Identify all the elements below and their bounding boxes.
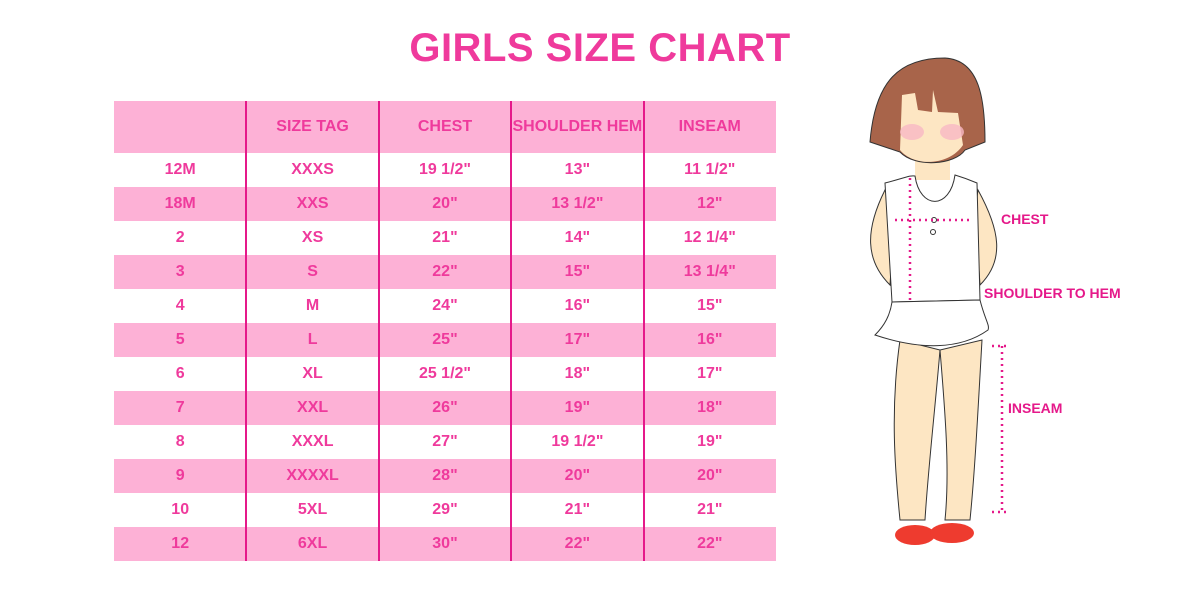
column-header: CHEST	[417, 118, 473, 135]
table-row: 18M XXS 20" 13 1/2" 12"	[114, 187, 776, 221]
table-cell: 5XL	[297, 501, 328, 518]
table-cell: 20"	[697, 467, 723, 484]
table-cell: 11 1/2"	[684, 161, 736, 178]
table-row: 12 6XL 30" 22" 22"	[114, 527, 776, 561]
table-cell: 20"	[432, 195, 458, 212]
table-cell: 12M	[164, 161, 196, 178]
table-row: 10 5XL 29" 21" 21"	[114, 493, 776, 527]
table-cell: L	[307, 331, 318, 348]
table-cell: 3	[175, 263, 185, 280]
page-title: GIRLS SIZE CHART	[409, 26, 791, 70]
table-cell: 21"	[697, 501, 723, 518]
table-cell: 25 1/2"	[418, 365, 472, 382]
column-header: SIZE TAG	[276, 118, 349, 135]
table-cell: 14"	[564, 229, 591, 246]
table-cell: 24"	[432, 297, 458, 314]
table-cell: 10	[171, 501, 190, 518]
table-cell: 27"	[432, 433, 458, 450]
table-cell: 16"	[564, 297, 591, 314]
table-cell: 12"	[697, 195, 723, 212]
table-cell: 15"	[697, 297, 723, 314]
table-cell: 26"	[432, 399, 458, 416]
table-cell: 13"	[564, 161, 591, 178]
table-cell: XXXS	[291, 161, 334, 178]
table-cell: 30"	[432, 535, 458, 552]
table-row: 6 XL 25 1/2" 18" 17"	[114, 357, 776, 391]
chest-label: CHEST	[1001, 211, 1049, 227]
table-row: 7 XXL 26" 19" 18"	[114, 391, 776, 425]
table-cell: 8	[175, 433, 185, 450]
table-cell: 22"	[432, 263, 458, 280]
table-cell: XS	[301, 229, 324, 246]
column-divider	[510, 101, 513, 561]
table-cell: 15"	[564, 263, 591, 280]
table-cell: 19 1/2"	[418, 161, 472, 178]
table-cell: 2	[175, 229, 185, 246]
table-cell: 16"	[697, 331, 723, 348]
table-cell: 17"	[697, 365, 723, 382]
table-row: 4 M 24" 16" 15"	[114, 289, 776, 323]
table-row: 12M XXXS 19 1/2" 13" 11 1/2"	[114, 153, 776, 187]
table-cell: 22"	[564, 535, 591, 552]
table-cell: 25"	[432, 331, 458, 348]
table-cell: 21"	[564, 501, 591, 518]
table-cell: XXL	[297, 399, 329, 416]
table-cell: 13 1/2"	[551, 195, 604, 212]
shoulder-to-hem-label: SHOULDER TO HEM	[984, 285, 1121, 301]
column-divider	[245, 101, 248, 561]
table-cell: XXXL	[291, 433, 334, 450]
table-cell: 7	[175, 399, 185, 416]
table-cell: XL	[302, 365, 323, 382]
size-table: SIZE TAG CHEST SHOULDER HEM INSEAM 12M XXXS 19…	[114, 101, 776, 561]
table-cell: 19"	[564, 399, 591, 416]
table-cell: 29"	[432, 501, 458, 518]
table-cell: 9	[175, 467, 185, 484]
table-cell: M	[305, 297, 320, 314]
table-cell: 6	[175, 365, 185, 382]
table-cell: 20"	[564, 467, 591, 484]
table-cell: 12	[171, 535, 190, 552]
inseam-label: INSEAM	[1008, 400, 1063, 416]
column-divider	[642, 101, 645, 561]
table-cell: 6XL	[297, 535, 328, 552]
column-header: INSEAM	[678, 118, 741, 135]
table-row: 3 S 22" 15" 13 1/4"	[114, 255, 776, 289]
column-header: SHOULDER HEM	[512, 118, 643, 135]
girl-illustration	[850, 50, 1170, 565]
table-cell: 4	[175, 297, 185, 314]
table-row: 5 L 25" 17" 16"	[114, 323, 776, 357]
table-cell: 12 1/4"	[683, 229, 736, 246]
table-cell: 22"	[697, 535, 723, 552]
table-cell: 18M	[164, 195, 196, 212]
column-divider	[377, 101, 380, 561]
table-cell: 18"	[697, 399, 723, 416]
table-cell: 13 1/4"	[683, 263, 736, 280]
table-cell: 21"	[432, 229, 458, 246]
table-cell: XXS	[296, 195, 329, 212]
table-cell: 18"	[564, 365, 591, 382]
table-row: 2 XS 21" 14" 12 1/4"	[114, 221, 776, 255]
table-cell: 19 1/2"	[551, 433, 604, 450]
table-cell: 28"	[432, 467, 458, 484]
table-cell: 19"	[697, 433, 723, 450]
table-row: 8 XXXL 27" 19 1/2" 19"	[114, 425, 776, 459]
table-row: 9 XXXXL 28" 20" 20"	[114, 459, 776, 493]
header-row: SIZE TAG CHEST SHOULDER HEM INSEAM	[114, 101, 776, 153]
table-cell: S	[307, 263, 318, 280]
table-cell: XXXXL	[286, 467, 339, 484]
table-cell: 5	[175, 331, 185, 348]
table-cell: 17"	[564, 331, 591, 348]
